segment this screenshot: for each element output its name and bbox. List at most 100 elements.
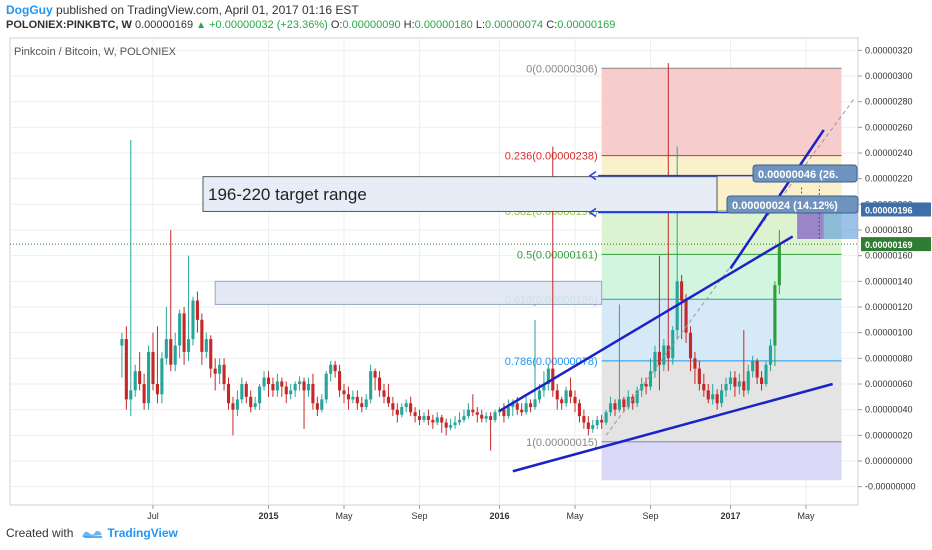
candle-body	[569, 390, 573, 397]
candle-body	[404, 403, 408, 408]
fib-zone	[601, 254, 842, 300]
tradingview-link[interactable]: TradingView	[107, 526, 178, 540]
candle-body	[688, 332, 693, 359]
candle-body	[693, 358, 697, 369]
candle-body	[502, 409, 506, 417]
author-link[interactable]: DogGuy	[6, 3, 53, 17]
candle-body	[169, 339, 173, 365]
candle-body	[773, 285, 777, 346]
footer: Created with TradingView	[6, 526, 178, 540]
candle-body	[751, 360, 755, 372]
y-tick-label: 0.00000240	[865, 148, 913, 158]
x-tick-label: Sep	[643, 511, 659, 521]
candle-body	[524, 403, 528, 413]
candle-body	[613, 403, 617, 410]
candle-body	[195, 300, 199, 320]
candle-body	[258, 386, 262, 404]
x-tick-label: Sep	[412, 511, 428, 521]
candle-body	[635, 390, 639, 404]
candle-body	[720, 390, 724, 404]
candle-body	[320, 399, 324, 410]
candle-body	[737, 381, 741, 387]
candle-body	[475, 412, 479, 415]
candle-body	[662, 345, 666, 365]
candle-body	[231, 403, 235, 410]
candle-body	[457, 419, 462, 423]
y-tick-label: 0.00000300	[865, 71, 913, 81]
trend-line	[498, 235, 794, 413]
candle-body	[271, 384, 275, 391]
publish-header: DogGuy published on TradingView.com, Apr…	[6, 3, 359, 17]
candle-body	[706, 390, 710, 400]
candle-body	[191, 300, 195, 340]
chart-title: Pinkcoin / Bitcoin, W, POLONIEX	[14, 46, 177, 58]
candle-body	[444, 422, 448, 428]
candle-body	[382, 390, 386, 397]
candle-body	[564, 390, 568, 404]
candle-body	[324, 373, 328, 400]
candle-body	[218, 364, 222, 374]
candle-body	[608, 403, 613, 413]
candle-body	[631, 396, 635, 404]
candle-body	[240, 384, 244, 400]
candle-body	[133, 371, 137, 391]
up-arrow-icon: ▲	[196, 20, 207, 31]
candle-body	[453, 422, 457, 426]
y-tick-label: 0.00000040	[865, 405, 913, 415]
candle-body	[506, 407, 510, 417]
candle-body	[422, 416, 426, 420]
candle-body	[253, 403, 257, 408]
candle-body	[364, 399, 368, 408]
candle-body	[333, 364, 337, 372]
price-tag-current: 0.00000169	[865, 240, 913, 250]
candle-body	[226, 384, 231, 404]
candle-body	[595, 419, 599, 426]
arrow-head-icon	[588, 171, 597, 181]
candle-body	[515, 403, 519, 410]
candle-body	[284, 386, 288, 395]
candle-body	[373, 371, 377, 378]
candle-body	[142, 384, 146, 404]
candle-body	[235, 399, 239, 410]
ohlc-header: POLONIEX:PINKBTC, W 0.00000169 ▲ +0.0000…	[6, 19, 615, 31]
candle-body	[395, 409, 399, 415]
candle-body	[560, 399, 564, 404]
candle-body	[311, 384, 315, 404]
price-tag-current-bg	[861, 237, 931, 252]
candle-body	[413, 412, 417, 417]
h-value: 0.00000180	[414, 19, 473, 31]
y-tick-label: 0.00000160	[865, 251, 913, 261]
candle-body	[471, 409, 475, 413]
fib-level-label: 0.5(0.00000161)	[517, 249, 598, 261]
candle-body	[715, 394, 719, 404]
candle-body	[409, 403, 413, 413]
last-price: 0.00000169	[134, 19, 194, 31]
candle-body	[182, 313, 186, 352]
candle-body	[724, 384, 728, 391]
candle-body	[262, 377, 266, 387]
candle-body	[369, 371, 373, 400]
fib-level-label: 0.236(0.00000238)	[505, 151, 598, 163]
candle-body	[138, 371, 142, 384]
candle-body	[711, 394, 715, 400]
candle-body	[204, 339, 208, 352]
y-tick-label: 0.00000260	[865, 122, 913, 132]
candle-body	[386, 396, 390, 404]
candle-body	[209, 339, 213, 369]
fib-zone	[601, 68, 842, 156]
candle-body	[124, 339, 128, 400]
symbol-label: POLONIEX:PINKBTC, W	[6, 19, 132, 31]
x-tick-label: 2015	[258, 511, 278, 521]
candle-body	[266, 377, 271, 384]
candle-body	[742, 381, 746, 391]
x-tick-label: 2016	[489, 511, 509, 521]
o-value: 0.00000090	[342, 19, 401, 31]
y-tick-label: 0.00000000	[865, 456, 913, 466]
measure2-label: 0.00000024 (14.12%)	[732, 200, 838, 212]
candle-body	[213, 368, 217, 374]
y-tick-label: -0.00000000	[865, 482, 916, 492]
change-value: +0.00000032 (+23.36%)	[209, 19, 328, 31]
c-label: C:	[546, 19, 558, 31]
candle-body	[529, 403, 533, 408]
